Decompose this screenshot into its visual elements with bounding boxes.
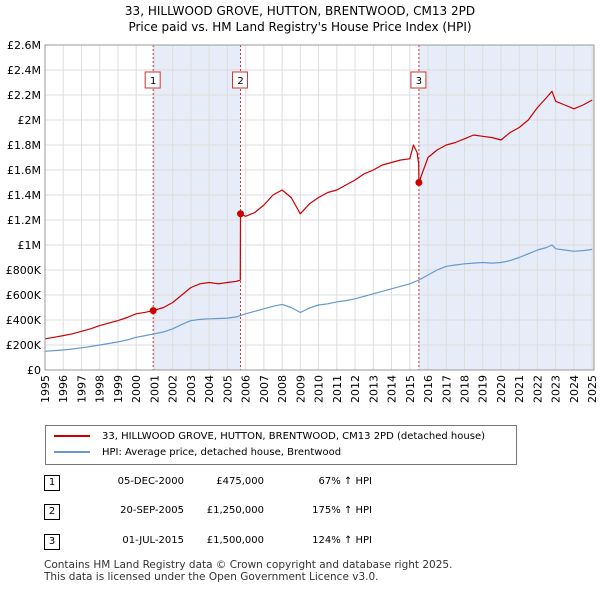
sale-hpi-change: 175% ↑ HPI — [312, 505, 372, 516]
sale-point — [415, 179, 423, 186]
x-tick-label: 2011 — [331, 375, 344, 403]
sale-marker-box — [232, 71, 249, 89]
sale-marker-box — [410, 71, 427, 89]
sale-marker-label: 3 — [416, 76, 422, 87]
x-tick-label: 1997 — [75, 375, 88, 403]
x-tick-label: 2000 — [130, 375, 143, 403]
y-tick-label: £1.8M — [7, 139, 41, 152]
legend-item-hpi: HPI: Average price, detached house, Bren… — [54, 446, 341, 460]
sale-row: 1 05-DEC-2000 £475,000 67% ↑ HPI — [44, 472, 564, 494]
shaded-region — [153, 45, 241, 370]
x-tick-label: 2005 — [221, 375, 234, 403]
y-tick-label: £1M — [18, 239, 42, 252]
x-tick-label: 2014 — [386, 375, 399, 403]
x-tick-label: 2017 — [440, 375, 453, 403]
legend-swatch-property — [54, 435, 90, 437]
chart-legend: 33, HILLWOOD GROVE, HUTTON, BRENTWOOD, C… — [45, 425, 517, 465]
x-tick-label: 2006 — [240, 375, 253, 403]
x-tick-label: 2016 — [422, 375, 435, 403]
y-tick-label: £2.6M — [7, 39, 41, 52]
x-tick-label: 2008 — [276, 375, 289, 403]
x-tick-label: 1998 — [94, 375, 107, 403]
sale-row: 3 01-JUL-2015 £1,500,000 124% ↑ HPI — [44, 531, 564, 553]
x-tick-label: 2012 — [349, 375, 362, 403]
sale-number-badge: 3 — [44, 534, 60, 550]
legend-label-property: 33, HILLWOOD GROVE, HUTTON, BRENTWOOD, C… — [102, 431, 485, 442]
y-tick-label: £2.2M — [7, 89, 41, 102]
sale-hpi-change: 67% ↑ HPI — [318, 476, 372, 487]
chart-subtitle: Price paid vs. HM Land Registry's House … — [128, 20, 472, 34]
y-tick-label: £1.6M — [7, 164, 41, 177]
x-tick-label: 2001 — [148, 375, 161, 403]
x-tick-label: 2023 — [550, 375, 563, 403]
sale-date: 20-SEP-2005 — [120, 505, 184, 516]
x-tick-label: 1999 — [112, 375, 125, 403]
sale-price: £475,000 — [216, 476, 264, 487]
sale-marker-box — [144, 71, 161, 89]
chart-title: 33, HILLWOOD GROVE, HUTTON, BRENTWOOD, C… — [124, 4, 476, 18]
y-tick-label: £1.2M — [7, 214, 41, 227]
y-tick-label: £2.4M — [7, 64, 41, 77]
plot-frame — [44, 44, 595, 371]
footer-copyright: Contains HM Land Registry data © Crown c… — [44, 559, 453, 571]
sale-number-badge: 1 — [44, 475, 60, 491]
y-tick-label: £600K — [6, 289, 42, 302]
x-tick-label: 2007 — [258, 375, 271, 403]
sale-price: £1,250,000 — [206, 505, 264, 516]
x-tick-label: 2019 — [477, 375, 490, 403]
x-tick-label: 2025 — [586, 375, 599, 403]
x-tick-label: 2013 — [367, 375, 380, 403]
y-tick-label: £1.4M — [7, 189, 41, 202]
x-tick-label: 1995 — [39, 375, 52, 403]
sale-row: 2 20-SEP-2005 £1,250,000 175% ↑ HPI — [44, 501, 564, 523]
sale-date: 01-JUL-2015 — [122, 535, 184, 546]
price-chart: £0 £200K £400K £600K £800K £1M £1.2M £1.4M £1.6M… — [6, 39, 599, 403]
y-tick-label: £0 — [27, 364, 41, 377]
sale-marker-label: 2 — [237, 76, 243, 87]
legend-label-hpi: HPI: Average price, detached house, Bren… — [102, 447, 342, 458]
sale-price: £1,500,000 — [206, 535, 264, 546]
y-tick-label: £400K — [6, 314, 42, 327]
footer-license: This data is licensed under the Open Gov… — [44, 571, 379, 583]
y-tick-label: £200K — [6, 339, 42, 352]
x-tick-label: 1996 — [57, 375, 70, 403]
x-tick-label: 2003 — [185, 375, 198, 403]
x-tick-label: 2009 — [294, 375, 307, 403]
property-price-line — [44, 90, 593, 340]
y-tick-label: £2M — [18, 114, 42, 127]
x-tick-label: 2018 — [459, 375, 472, 403]
x-tick-label: 2020 — [495, 375, 508, 403]
sale-point — [149, 307, 157, 315]
x-tick-label: 2022 — [531, 375, 544, 403]
sale-hpi-change: 124% ↑ HPI — [312, 535, 372, 546]
sale-date: 05-DEC-2000 — [117, 476, 184, 487]
legend-swatch-hpi — [54, 451, 90, 453]
shaded-region — [418, 45, 594, 370]
x-tick-label: 2002 — [167, 375, 180, 403]
x-tick-label: 2015 — [404, 375, 417, 403]
sale-marker-label: 1 — [150, 76, 156, 87]
sale-number-badge: 2 — [44, 504, 60, 520]
hpi-line — [44, 244, 593, 352]
x-tick-label: 2024 — [568, 375, 581, 403]
x-tick-label: 2004 — [203, 375, 216, 403]
x-tick-label: 2010 — [313, 375, 326, 403]
y-tick-label: £800K — [6, 264, 42, 277]
legend-item-property: 33, HILLWOOD GROVE, HUTTON, BRENTWOOD, C… — [54, 430, 485, 444]
x-tick-label: 2021 — [513, 375, 526, 403]
sale-point — [237, 210, 245, 218]
